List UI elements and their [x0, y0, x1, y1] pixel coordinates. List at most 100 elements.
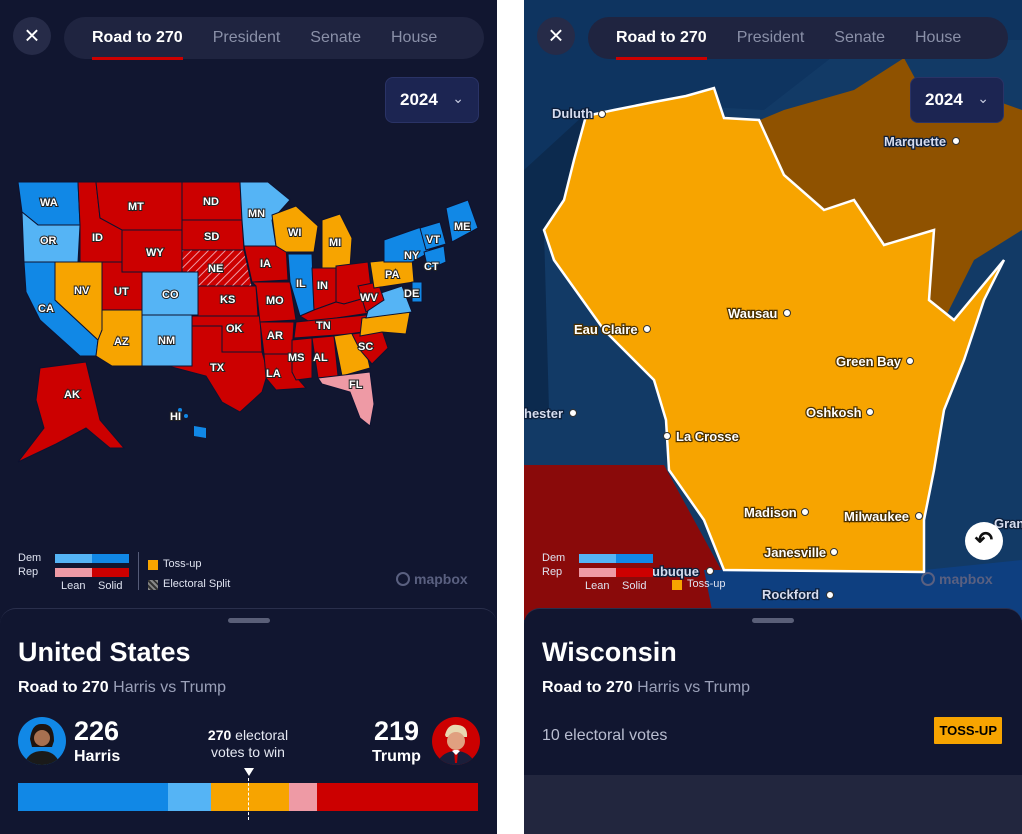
reset-view-button[interactable]: ↶	[965, 522, 1003, 560]
map-label: MT	[128, 201, 144, 213]
state-wi[interactable]	[271, 205, 319, 253]
map-label: MI	[329, 237, 341, 249]
state-mi[interactable]	[321, 213, 353, 269]
mapbox-logo-icon	[921, 572, 935, 586]
wisconsin-map[interactable]: Duluth Marquette Wausau Eau Claire Green…	[524, 0, 1022, 620]
city-dots	[569, 110, 960, 599]
state-hi-island	[178, 408, 182, 412]
map-label: OR	[40, 235, 57, 247]
map-label: AK	[64, 389, 80, 401]
chevron-down-icon: ⌄	[452, 90, 464, 106]
state-ak[interactable]	[17, 361, 126, 463]
state-fl[interactable]	[317, 371, 375, 427]
map-label: WI	[288, 227, 301, 239]
harris-avatar	[18, 717, 66, 765]
trump-avatar	[432, 717, 480, 765]
tab-president[interactable]: President	[736, 29, 805, 46]
bottom-sheet[interactable]: Wisconsin Road to 270 Harris vs Trump 10…	[524, 608, 1022, 834]
legend-solid-dem-swatch	[92, 554, 129, 563]
wisconsin-state[interactable]	[542, 86, 1006, 574]
state-hi[interactable]	[194, 426, 206, 438]
close-button[interactable]: ×	[537, 17, 575, 55]
mapbox-label: mapbox	[414, 571, 468, 587]
chevron-down-icon: ⌄	[977, 90, 989, 106]
win-number: 270	[207, 727, 232, 743]
legend-tossup-swatch	[672, 580, 682, 590]
state-me[interactable]	[445, 199, 479, 243]
state-ct[interactable]	[423, 245, 447, 271]
legend-solid: Solid	[98, 580, 123, 592]
state-de[interactable]	[411, 281, 423, 303]
tab-road-to-270[interactable]: Road to 270	[92, 29, 183, 60]
us-map-screen: WA OR CA NV ID MT WY UT AZ CO NM ND SD N…	[0, 0, 497, 834]
city-eau-claire: Eau Claire	[574, 322, 638, 337]
state-ms[interactable]	[291, 337, 313, 381]
tab-house[interactable]: House	[391, 29, 438, 46]
map-label: KS	[220, 294, 235, 306]
map-label: AZ	[114, 336, 129, 348]
legend-solid-rep-swatch	[616, 568, 653, 577]
tab-senate[interactable]: Senate	[310, 29, 361, 46]
city-duluth: Duluth	[552, 106, 593, 121]
map-label: TX	[210, 362, 225, 374]
legend-rep: Rep	[542, 566, 563, 578]
sheet-footer-strip	[524, 775, 1022, 834]
year-dropdown[interactable]: 2024 ⌄	[385, 77, 479, 123]
state-wv[interactable]	[357, 281, 385, 313]
map-label: IA	[260, 258, 271, 270]
legend-tossup: Toss-up	[163, 558, 202, 570]
tab-senate[interactable]: Senate	[834, 29, 885, 46]
state-hi-island	[184, 414, 188, 418]
legend-lean: Lean	[61, 580, 86, 592]
us-map[interactable]: WA OR CA NV ID MT WY UT AZ CO NM ND SD N…	[0, 0, 497, 600]
map-label: ID	[92, 232, 103, 244]
state-mo[interactable]	[250, 281, 297, 323]
map-label: PA	[385, 269, 400, 281]
sheet-subtitle: Road to 270 Harris vs Trump	[542, 679, 750, 697]
city-la-crosse: La Crosse	[676, 429, 739, 444]
win-label-2: votes to win	[211, 744, 285, 760]
harris-electoral-votes: 226	[74, 716, 120, 746]
map-label: NM	[158, 335, 175, 347]
map-label: IN	[317, 280, 328, 292]
map-label: NY	[404, 250, 420, 262]
mapbox-logo-icon	[396, 572, 410, 586]
city-green-bay: Green Bay	[836, 354, 902, 369]
legend-lean-dem-swatch	[55, 554, 92, 563]
tab-president[interactable]: President	[212, 29, 281, 46]
state-ny[interactable]	[383, 225, 431, 263]
bar-segment-solid-rep	[316, 783, 478, 811]
sheet-handle[interactable]	[227, 618, 270, 623]
bar-segment-solid-dem	[18, 783, 168, 811]
year-value: 2024	[925, 90, 963, 109]
city-dubuque: ubuque	[652, 564, 699, 579]
map-label: CA	[38, 303, 54, 315]
close-button[interactable]: ×	[13, 17, 51, 55]
map-label: UT	[114, 286, 129, 298]
neighbor-mn	[524, 115, 604, 410]
state-ia[interactable]	[243, 245, 289, 283]
state-tx[interactable]	[167, 325, 269, 413]
legend-solid-rep-swatch	[92, 568, 129, 577]
map-label: WA	[40, 197, 58, 209]
city-grand-rapids: Gran	[994, 516, 1022, 531]
subtitle-race: Road to 270	[18, 679, 109, 696]
legend-solid: Solid	[622, 580, 647, 592]
state-vt[interactable]	[419, 221, 447, 251]
state-or[interactable]	[21, 210, 81, 263]
wisconsin-map-screen: Duluth Marquette Wausau Eau Claire Green…	[524, 0, 1022, 834]
city-oshkosh: Oshkosh	[806, 405, 862, 420]
sheet-handle[interactable]	[752, 618, 794, 623]
win-label: electoral	[235, 727, 289, 743]
legend-split-swatch	[148, 580, 158, 590]
year-dropdown[interactable]: 2024 ⌄	[910, 77, 1004, 123]
legend-tossup: Toss-up	[687, 578, 726, 590]
mapbox-attribution[interactable]: mapbox	[396, 571, 468, 587]
tab-road-to-270[interactable]: Road to 270	[616, 29, 707, 60]
legend-lean-rep-swatch	[579, 568, 616, 577]
mapbox-attribution[interactable]: mapbox	[921, 571, 993, 587]
map-label: HI	[170, 411, 181, 423]
tab-bar: Road to 270 President Senate House	[64, 17, 484, 60]
neighbor-michigan-up	[724, 58, 1022, 320]
tab-house[interactable]: House	[915, 29, 962, 46]
